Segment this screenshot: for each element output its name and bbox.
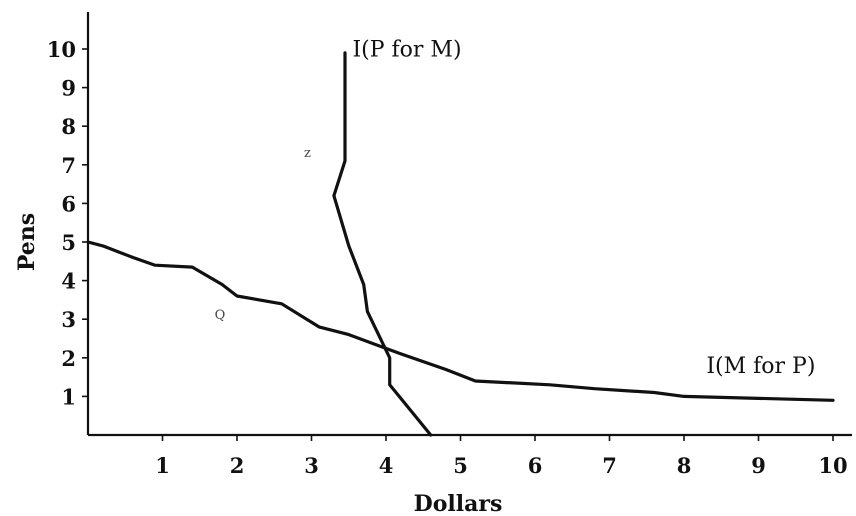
curve-i-p-for-m	[332, 51, 433, 437]
y-tick-label-4: 4	[61, 269, 76, 294]
y-tick-label-8: 8	[61, 114, 76, 139]
axes	[86, 12, 852, 437]
y-tick-label-5: 5	[61, 230, 76, 255]
series	[86, 51, 835, 437]
x-tick-label-1: 1	[155, 453, 170, 478]
curve-label-i-m-for-p: I(M for P)	[706, 354, 815, 379]
x-tick-label-7: 7	[602, 453, 617, 478]
y-tick-label-6: 6	[61, 191, 76, 216]
y-tick-label-7: 7	[61, 153, 76, 178]
x-tick-label-5: 5	[453, 453, 468, 478]
ticks: 1 2 3 4 5 6 7 8 9 10 1 2 3 4 5 6 7 8 9 10	[47, 37, 848, 478]
y-axis-title: Pens	[14, 213, 40, 271]
curve-label-i-p-for-m: I(P for M)	[352, 38, 461, 63]
curve-i-m-for-p	[86, 240, 835, 402]
x-tick-label-4: 4	[379, 453, 394, 478]
y-tick-label-3: 3	[61, 307, 76, 332]
x-tick-label-10: 10	[818, 453, 847, 478]
x-axis-title: Dollars	[414, 491, 503, 516]
x-tick-label-2: 2	[230, 453, 245, 478]
x-tick-label-8: 8	[677, 453, 692, 478]
y-tick-label-1: 1	[61, 384, 76, 409]
y-tick-label-2: 2	[61, 346, 76, 371]
x-tick-label-3: 3	[304, 453, 319, 478]
x-tick-label-6: 6	[528, 453, 543, 478]
annotation-mark-2: Q	[215, 308, 226, 323]
y-tick-label-9: 9	[61, 76, 76, 101]
x-tick-label-9: 9	[751, 453, 766, 478]
labels: I(P for M) I(M for P) Qz	[215, 38, 816, 380]
annotation-mark-3: z	[304, 146, 311, 161]
y-tick-label-10: 10	[47, 37, 76, 62]
